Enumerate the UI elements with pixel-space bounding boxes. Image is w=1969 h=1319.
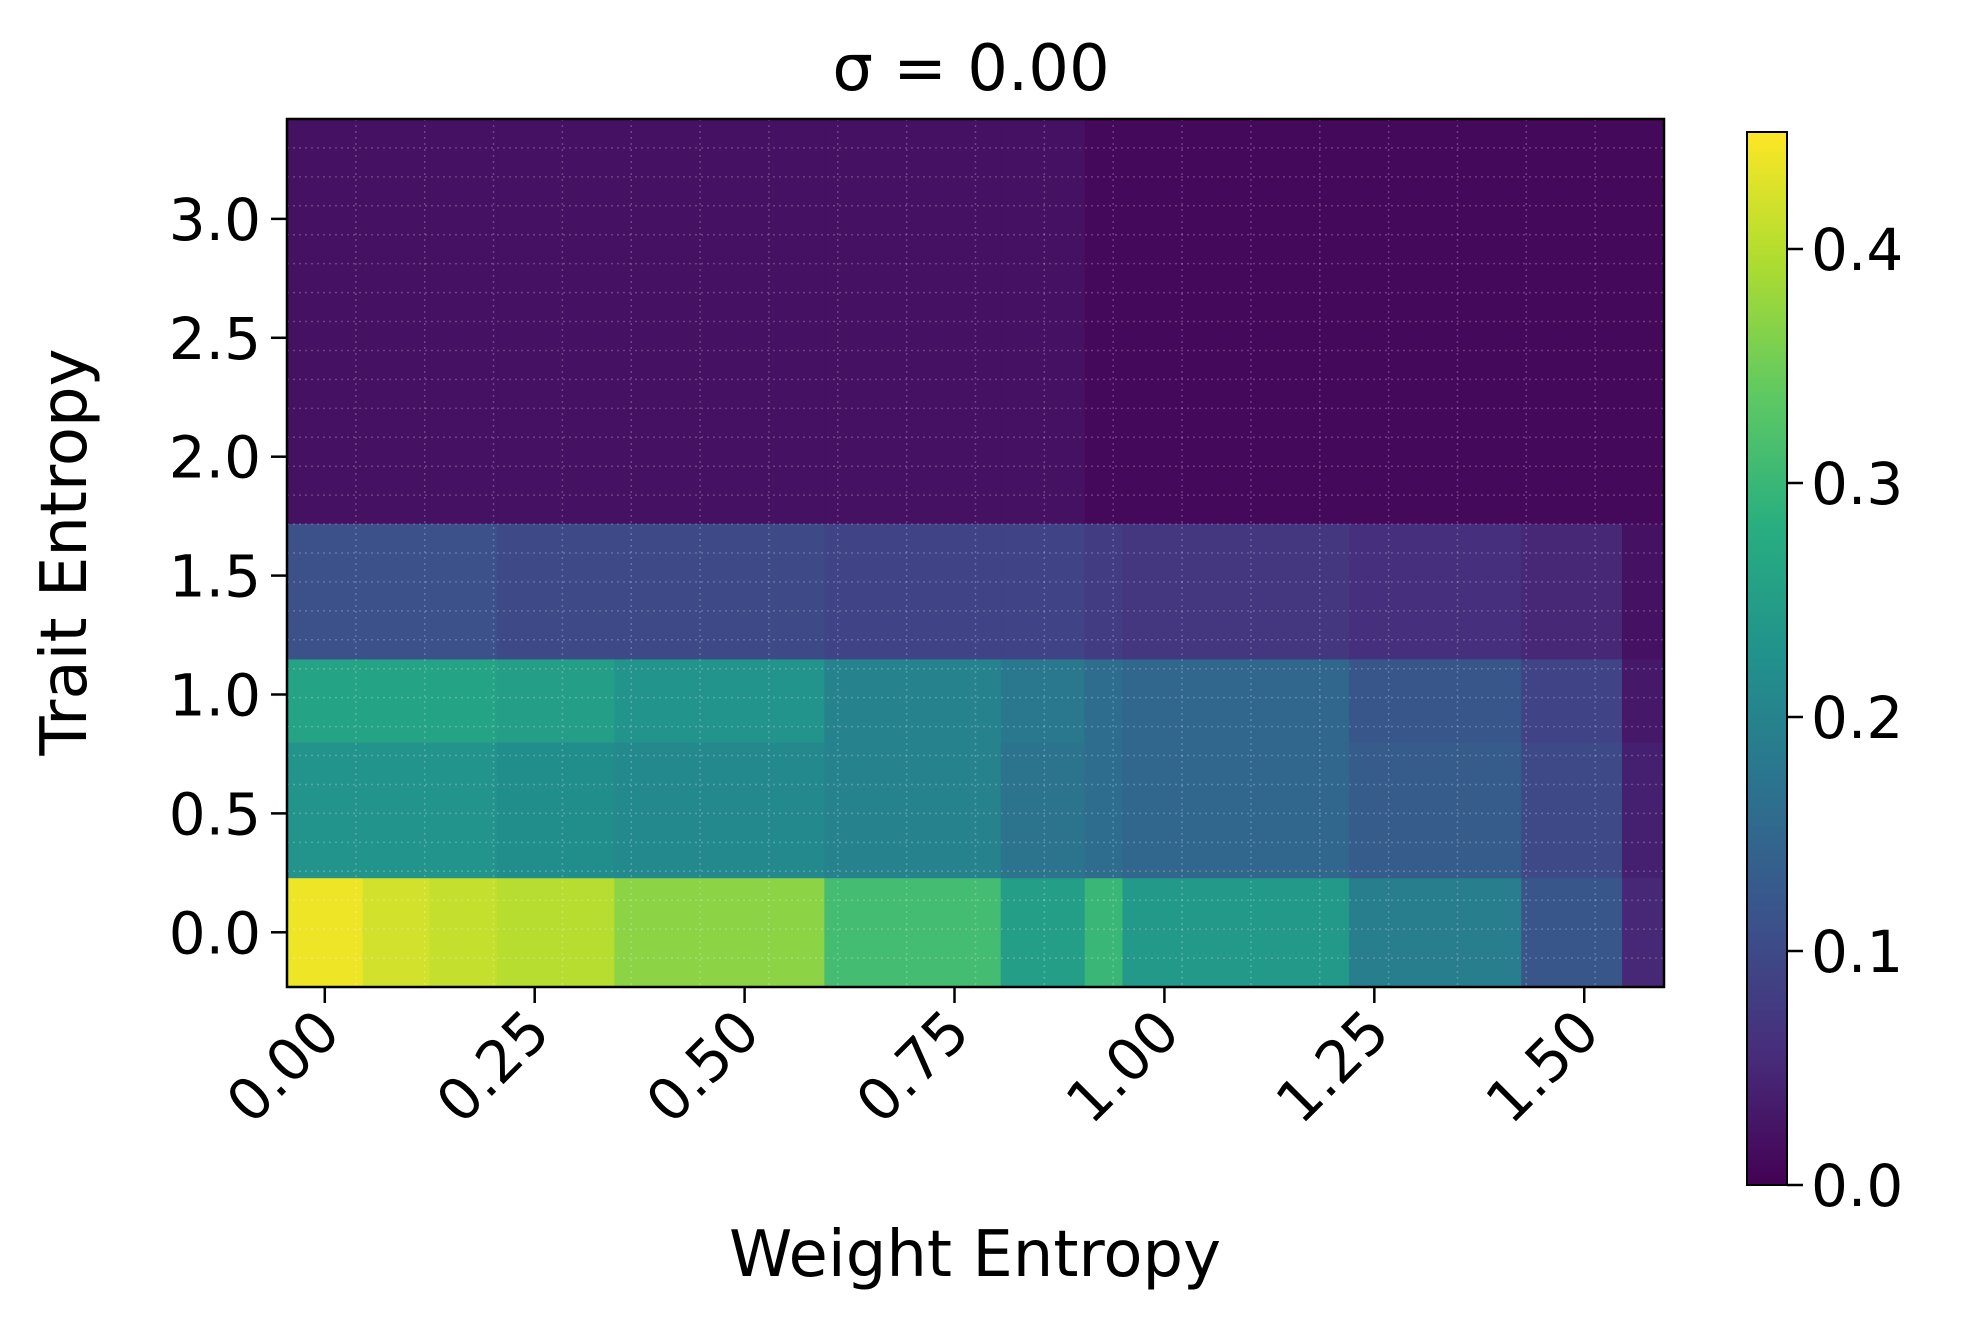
heatmap-cell-r3-c1	[362, 523, 431, 660]
heatmap-cell-r0-c4	[614, 877, 825, 988]
heatmap-cell-r3-c3	[496, 523, 616, 660]
y-tick-label: 2.5	[169, 305, 261, 373]
heatmap-cell-r3-c11	[1622, 523, 1665, 660]
heatmap-cell-r0-c6	[1000, 877, 1086, 988]
heatmap-cell-r1-c9	[1349, 742, 1522, 879]
y-axis-label: Trait Entropy	[28, 348, 102, 756]
heatmap-cell-r4-c1	[362, 119, 431, 524]
heatmap-cell-r1-c8	[1122, 742, 1350, 879]
heatmap-cell-r1-c11	[1622, 742, 1665, 879]
heatmap-cell-r2-c5	[824, 658, 1002, 743]
heatmap-cell-r1-c5	[824, 742, 1002, 879]
heatmap-cell-r1-c4	[614, 742, 825, 879]
heatmap-cell-r4-c5	[824, 119, 1002, 524]
heatmap-cell-r2-c3	[496, 658, 616, 743]
heatmap-cell-r4-c4	[614, 119, 825, 524]
heatmap-cell-r3-c8	[1122, 523, 1350, 660]
heatmap-cell-r4-c11	[1622, 119, 1665, 524]
heatmap-cell-r3-c5	[824, 523, 1002, 660]
heatmap-cell-r3-c6	[1000, 523, 1086, 660]
heatmap-cell-r3-c0	[287, 523, 364, 660]
x-tick-label: 0.75	[843, 997, 982, 1136]
heatmap-cell-r3-c4	[614, 523, 825, 660]
heatmap-cell-r0-c5	[824, 877, 1002, 988]
x-tick-label: 0.50	[633, 997, 772, 1136]
y-tick-label: 1.5	[169, 543, 261, 611]
heatmap-cell-r0-c1	[362, 877, 431, 988]
heatmap-cell-r0-c0	[287, 877, 364, 988]
heatmap-cell-r0-c11	[1622, 877, 1665, 988]
heatmap-cell-r1-c2	[429, 742, 498, 879]
x-axis-label: Weight Entropy	[729, 1218, 1221, 1292]
heatmap-cell-r2-c9	[1349, 658, 1522, 743]
heatmap-cell-r4-c9	[1349, 119, 1522, 524]
heatmap-cell-r4-c8	[1122, 119, 1350, 524]
heatmap-cell-r2-c10	[1521, 658, 1623, 743]
heatmap-cell-r0-c2	[429, 877, 498, 988]
heatmap-cell-r1-c7	[1084, 742, 1124, 879]
heatmap-cell-r0-c10	[1521, 877, 1623, 988]
colorbar-ticks: 0.0 0.1 0.2 0.3 0.4	[1787, 216, 1903, 1220]
heatmap-cell-r1-c6	[1000, 742, 1086, 879]
heatmap-cell-r4-c10	[1521, 119, 1623, 524]
colorbar-tick-label: 0.3	[1811, 450, 1903, 518]
heatmap-cell-r3-c7	[1084, 523, 1124, 660]
heatmap-cell-r3-c9	[1349, 523, 1522, 660]
colorbar-tick-label: 0.2	[1811, 684, 1903, 752]
heatmap-cell-r2-c6	[1000, 658, 1086, 743]
heatmap-cell-r1-c10	[1521, 742, 1623, 879]
y-tick-label: 0.5	[169, 780, 261, 848]
heatmap-cell-r0-c8	[1122, 877, 1350, 988]
x-tick-label: 1.50	[1473, 997, 1612, 1136]
x-axis-ticks: 0.00 0.25 0.50 0.75 1.00 1.25 1.50	[213, 987, 1612, 1136]
plot-frame	[285, 117, 1666, 989]
x-tick-label: 1.00	[1053, 997, 1192, 1136]
colorbar	[1746, 131, 1788, 1186]
chart-title: σ = 0.00	[832, 32, 1109, 106]
heatmap-cell-r4-c3	[496, 119, 616, 524]
heatmap-cell-r1-c3	[496, 742, 616, 879]
heatmap-cell-r0-c7	[1084, 877, 1124, 988]
heatmap-cell-r2-c1	[362, 658, 431, 743]
heatmap-cell-r0-c9	[1349, 877, 1522, 988]
heatmap-cell-r2-c8	[1122, 658, 1350, 743]
y-tick-label: 2.0	[169, 424, 261, 492]
heatmap-cell-r4-c0	[287, 119, 364, 524]
heatmap-cell-r2-c7	[1084, 658, 1124, 743]
heatmap-cell-r4-c7	[1084, 119, 1124, 524]
x-tick-label: 1.25	[1263, 997, 1402, 1136]
heatmap-cell-r0-c3	[496, 877, 616, 988]
y-tick-label: 3.0	[169, 186, 261, 254]
heatmap-cells	[287, 119, 1665, 988]
grid-lines	[286, 118, 1665, 988]
heatmap-cell-r1-c1	[362, 742, 431, 879]
colorbar-tick-label: 0.4	[1811, 216, 1903, 284]
y-tick-label: 1.0	[169, 661, 261, 729]
x-tick-label: 0.00	[213, 997, 352, 1136]
colorbar-tick-label: 0.1	[1811, 918, 1903, 986]
heatmap-cell-r4-c2	[429, 119, 498, 524]
heatmap-cell-r2-c11	[1622, 658, 1665, 743]
heatmap-cell-r3-c10	[1521, 523, 1623, 660]
colorbar-tick-label: 0.0	[1811, 1152, 1903, 1220]
heatmap-cell-r2-c4	[614, 658, 825, 743]
heatmap-cell-r4-c6	[1000, 119, 1086, 524]
y-axis-ticks: 0.0 0.5 1.0 1.5 2.0 2.5 3.0	[169, 186, 287, 967]
heatmap-cell-r2-c2	[429, 658, 498, 743]
heatmap-cell-r1-c0	[287, 742, 364, 879]
y-tick-label: 0.0	[169, 899, 261, 967]
x-tick-label: 0.25	[423, 997, 562, 1136]
heatmap-cell-r2-c0	[287, 658, 364, 743]
heatmap-cell-r3-c2	[429, 523, 498, 660]
